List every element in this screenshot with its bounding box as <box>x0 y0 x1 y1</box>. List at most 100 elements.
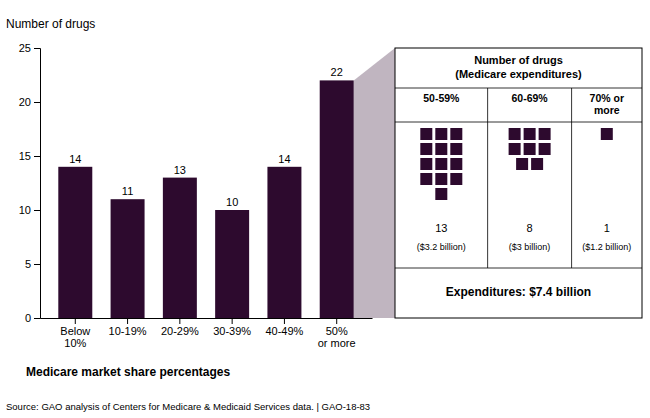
inset-title: Number of drugs (Medicare expenditures) <box>455 54 582 80</box>
waffle-column <box>420 128 462 200</box>
waffle-square <box>450 143 462 155</box>
waffle-square <box>435 188 447 200</box>
tick: 50%or more <box>318 318 356 349</box>
text-line: 20-29% <box>161 325 199 337</box>
waffle-square <box>601 128 613 140</box>
tick-mark <box>284 318 285 324</box>
data-labels: 141113101422 <box>69 66 343 208</box>
waffle-square <box>509 128 521 140</box>
waffle-square <box>420 158 432 170</box>
tick-mark <box>34 318 40 319</box>
waffle-square <box>450 158 462 170</box>
waffle-column <box>509 128 551 170</box>
tick-label: 20-29% <box>161 325 199 337</box>
waffle-square <box>450 173 462 185</box>
text-line: 30-39% <box>213 325 251 337</box>
table-rule <box>395 88 642 89</box>
waffle-square <box>539 128 551 140</box>
annotation: ($3.2 billion) <box>417 242 466 252</box>
tick-mark <box>75 318 76 324</box>
tick-label: 25 <box>19 42 31 54</box>
table-divider <box>571 88 572 268</box>
annotation: ($3 billion) <box>509 242 551 252</box>
data-label: 11 <box>122 185 133 197</box>
x-axis: Below10% 10-19% 20-29% 30-39% 40-49% 50%or mo… <box>41 318 373 349</box>
waffle-square <box>435 158 447 170</box>
inset-footer: Expenditures: $7.4 billion <box>446 285 591 299</box>
table-divider <box>487 88 488 268</box>
tick-label: 15 <box>19 150 31 162</box>
data-label: 1 <box>604 222 610 234</box>
source-note: Source: GAO analysis of Centers for Medi… <box>6 401 370 412</box>
tick: 10 <box>19 204 40 216</box>
waffle-square <box>435 128 447 140</box>
tick: 5 <box>25 258 40 270</box>
bar <box>267 167 301 318</box>
tick-label: 5 <box>25 258 31 270</box>
text-line: 50-59% <box>423 92 460 104</box>
tick: 15 <box>19 150 40 162</box>
tick-mark <box>179 318 180 324</box>
waffle-square <box>516 158 528 170</box>
y-axis-title: Number of drugs <box>6 17 95 31</box>
waffle-column <box>601 128 613 140</box>
bar <box>215 210 249 318</box>
text-line: 10% <box>64 337 86 349</box>
text-line: 40-49% <box>265 325 303 337</box>
column-header: 50-59% <box>423 92 460 104</box>
waffle-square <box>435 143 447 155</box>
text-line: Number of drugs <box>474 54 563 66</box>
chart: 0 5 10 15 20 25 Below10% 10-19% 20-29% 30-39% 40-4… <box>0 0 650 418</box>
tick-mark <box>34 264 40 265</box>
text-line: or more <box>318 337 356 349</box>
waffle-square <box>420 143 432 155</box>
text-line: (Medicare expenditures) <box>455 68 582 80</box>
data-label: 22 <box>331 66 343 78</box>
bar <box>58 167 92 318</box>
tick-label: 30-39% <box>213 325 251 337</box>
bar <box>320 80 354 318</box>
text-line: 70% or <box>590 92 624 104</box>
tick: 40-49% <box>265 318 303 337</box>
waffle-square <box>524 143 536 155</box>
text-line: more <box>594 104 620 116</box>
data-label: 14 <box>69 153 81 165</box>
annotation: ($1.2 billion) <box>582 242 631 252</box>
table-rule <box>395 268 642 269</box>
tick-label: Below10% <box>60 325 90 350</box>
column-header: 70% ormore <box>590 92 624 116</box>
text-line: 50% <box>326 325 348 337</box>
tick-mark <box>127 318 128 324</box>
waffle-square <box>524 128 536 140</box>
bar <box>111 199 145 318</box>
tick-mark <box>232 318 233 324</box>
axis-line <box>41 318 373 319</box>
tick-mark <box>34 210 40 211</box>
data-label: 10 <box>226 196 238 208</box>
text-line: 10-19% <box>109 325 147 337</box>
tick: 20-29% <box>161 318 199 337</box>
waffle-square <box>420 128 432 140</box>
connector <box>354 48 395 318</box>
bars <box>58 80 353 318</box>
tick: 25 <box>19 42 40 54</box>
tick-label: 40-49% <box>265 325 303 337</box>
data-label: 13 <box>435 222 447 234</box>
inset: Number of drugs (Medicare expenditures) 50… <box>395 48 642 318</box>
waffle-square <box>450 128 462 140</box>
x-axis-title: Medicare market share percentages <box>26 365 230 379</box>
tick-label: 10 <box>19 204 31 216</box>
tick-label: 0 <box>25 312 31 324</box>
waffle-square <box>435 173 447 185</box>
table-rule <box>395 122 642 123</box>
bar <box>163 178 197 318</box>
tick-label: 50%or more <box>318 325 356 350</box>
inset-box <box>395 48 642 318</box>
tick-label: 20 <box>19 96 31 108</box>
waffle-square <box>509 143 521 155</box>
text-line: 60-69% <box>512 92 549 104</box>
tick: 30-39% <box>213 318 251 337</box>
data-label: 14 <box>278 153 290 165</box>
waffle-square <box>420 173 432 185</box>
axis-line <box>34 49 41 319</box>
